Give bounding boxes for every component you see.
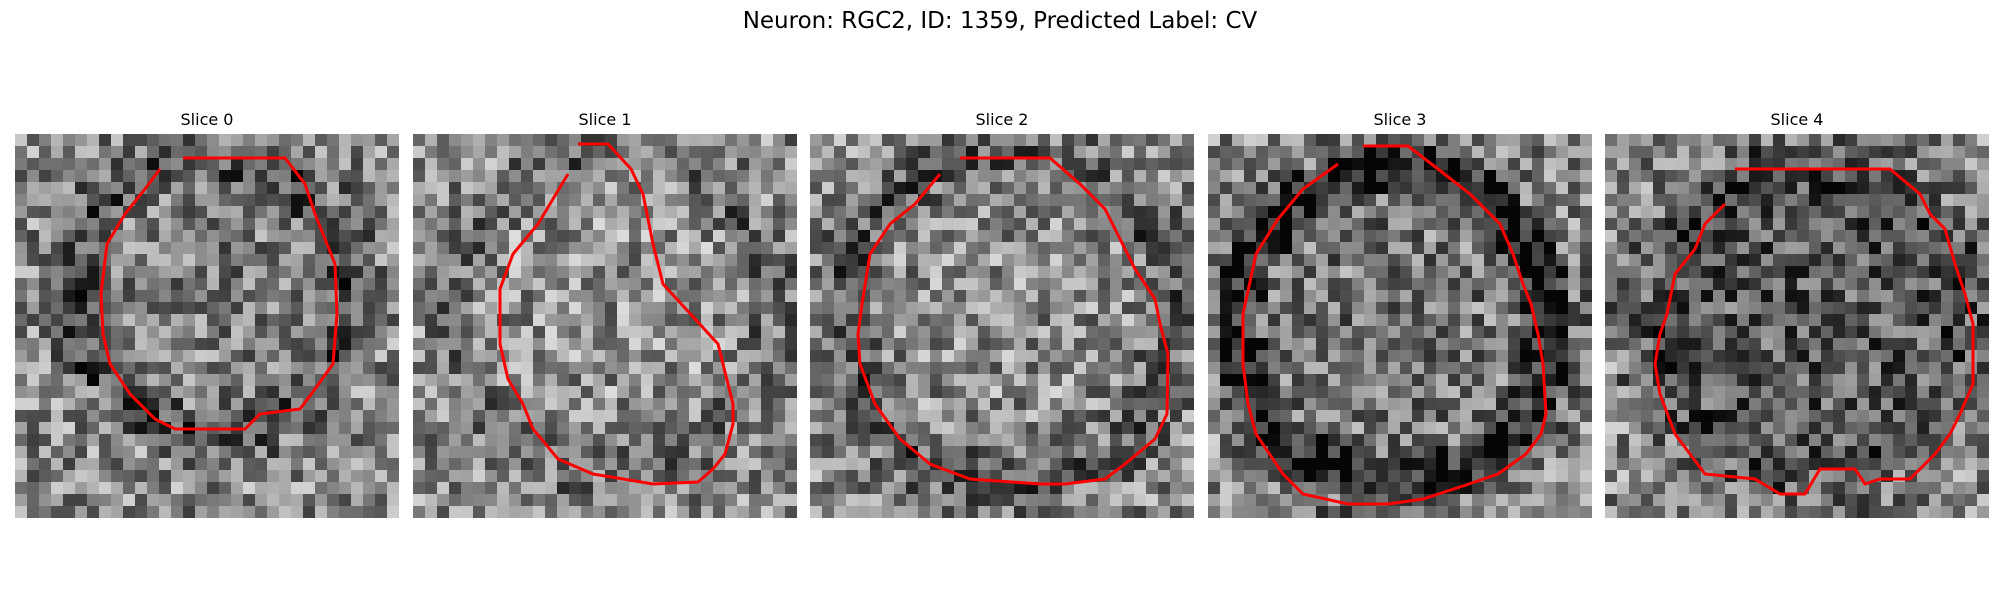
cell-contour-2 [856, 156, 1170, 486]
slice-svg-4 [1605, 134, 1989, 518]
slice-title-1: Slice 1 [578, 110, 632, 129]
slice-title-4: Slice 4 [1770, 110, 1824, 129]
cell-contour-3 [1241, 144, 1548, 506]
slice-svg-0 [15, 134, 399, 518]
slice-image-1 [413, 134, 797, 518]
pixel-grid-0 [15, 134, 399, 518]
slice-title-0: Slice 0 [180, 110, 234, 129]
cell-contour-0 [99, 156, 339, 431]
slice-image-4 [1605, 134, 1989, 518]
slice-image-0 [15, 134, 399, 518]
slice-svg-2 [810, 134, 1194, 518]
cell-contour-1 [498, 142, 735, 486]
pixel-grid-2 [810, 134, 1194, 518]
slice-title-2: Slice 2 [975, 110, 1029, 129]
slice-title-3: Slice 3 [1373, 110, 1427, 129]
slice-svg-3 [1208, 134, 1592, 518]
slice-image-3 [1208, 134, 1592, 518]
figure-title: Neuron: RGC2, ID: 1359, Predicted Label:… [742, 8, 1258, 34]
cell-contour-4 [1653, 167, 1975, 496]
slice-image-2 [810, 134, 1194, 518]
pixel-grid-3 [1208, 134, 1592, 518]
pixel-grid-1 [413, 134, 797, 518]
slice-svg-1 [413, 134, 797, 518]
